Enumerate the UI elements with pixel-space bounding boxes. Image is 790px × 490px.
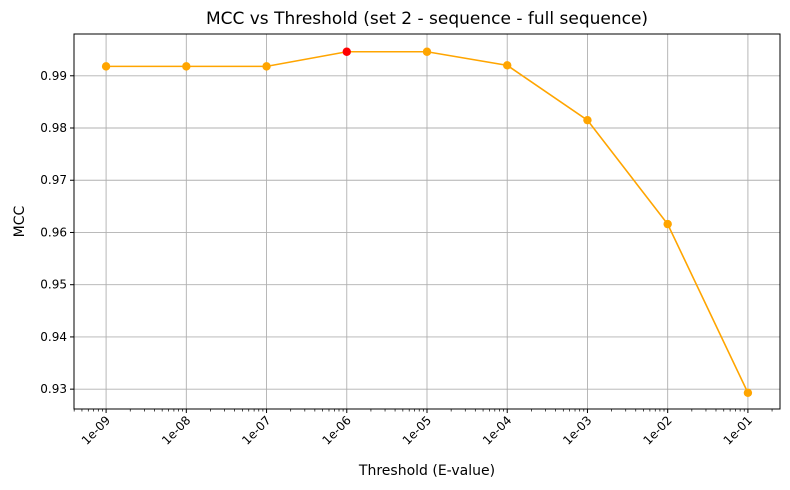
data-point: [503, 61, 512, 70]
x-tick-label: 1e-07: [239, 413, 273, 447]
data-point: [583, 115, 592, 125]
y-tick-label: 0.98: [40, 121, 67, 135]
data-point: [743, 388, 753, 398]
x-tick-label: 1e-05: [400, 413, 434, 447]
y-tick-label: 0.97: [40, 173, 67, 187]
x-tick-label: 1e-09: [79, 413, 113, 447]
x-tick-label: 1e-03: [560, 413, 594, 447]
y-tick-label: 0.94: [40, 330, 67, 344]
y-axis-label: MCC: [12, 205, 28, 237]
grid-lines: [74, 34, 780, 409]
x-tick-label: 1e-06: [320, 413, 354, 447]
data-point: [663, 219, 672, 229]
x-tick-label: 1e-02: [640, 413, 674, 447]
y-tick-label: 0.95: [40, 278, 67, 292]
series-mcc: [101, 47, 753, 398]
x-tick-label: 1e-01: [721, 413, 755, 447]
x-tick-label: 1e-04: [480, 413, 514, 447]
x-axis: 1e-09 1e-08 1e-07 1e-06 1e-05 1e-04 1e-03 1e-02…: [79, 409, 755, 448]
y-tick-label: 0.93: [40, 382, 67, 396]
data-point: [262, 62, 271, 71]
best-threshold-point: [342, 47, 351, 56]
y-tick-label: 0.99: [40, 69, 67, 83]
data-point: [422, 47, 432, 56]
x-tick-label: 1e-08: [159, 413, 193, 447]
chart-title: MCC vs Threshold (set 2 - sequence - ful…: [206, 9, 648, 29]
x-axis-label: Threshold (E-value): [358, 463, 495, 479]
y-tick-label: 0.96: [40, 225, 67, 239]
y-axis: 0.93 0.94 0.95 0.96 0.97 0.98 0.99: [40, 69, 74, 396]
data-point: [101, 62, 111, 71]
data-point: [182, 62, 191, 71]
plot-frame: [73, 33, 781, 410]
